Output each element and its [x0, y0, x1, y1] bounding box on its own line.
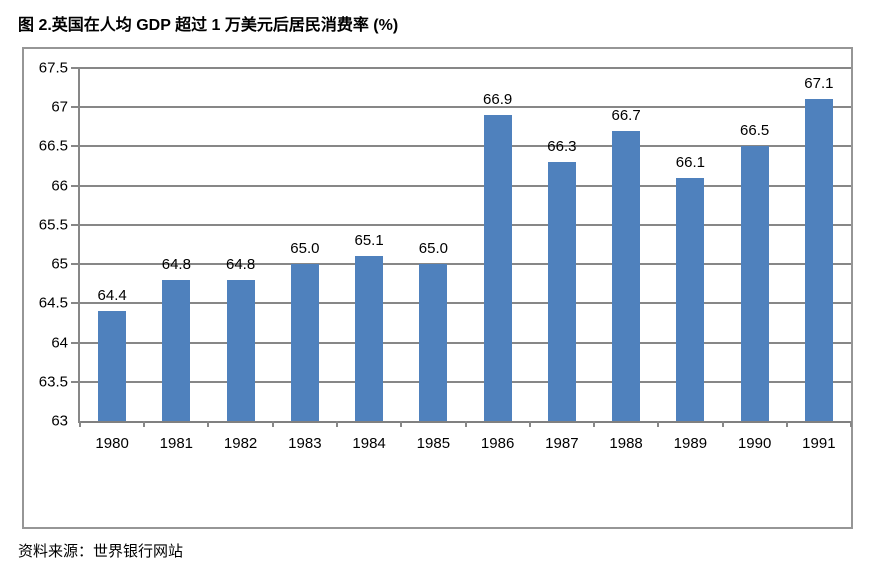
bar-1991 [804, 99, 833, 421]
y-axis-tick-label: 63 [51, 412, 68, 430]
bar-1980 [98, 311, 127, 421]
x-axis-tick-label: 1984 [352, 435, 386, 452]
x-axis-tick-label: 1982 [223, 435, 258, 452]
axis-tick [464, 421, 467, 427]
source-note: 资料来源：世界银行网站 [18, 543, 184, 560]
axis-tick [207, 421, 210, 427]
axis-tick [785, 421, 788, 427]
plot-area: 67.5 67 66.5 66 65.5 65 64.5 64 63.5 63 64.4 1980 64… [39, 61, 852, 452]
gridline [71, 67, 851, 69]
axis-tick [143, 421, 146, 427]
bar-slot: 64.8 1982 [208, 68, 272, 452]
gridline [71, 263, 851, 266]
data-label: 66.1 [675, 153, 705, 171]
data-label: 66.7 [611, 106, 641, 124]
gridline [71, 145, 851, 148]
axis-tick [850, 421, 852, 427]
bar-slot: 66.5 1990 [723, 68, 787, 452]
y-axis-tick-label: 65 [51, 255, 68, 273]
x-axis-tick-label: 1987 [545, 435, 579, 452]
axis-tick [79, 421, 81, 427]
bar-1990 [740, 146, 769, 421]
y-axis-tick-label: 67 [51, 98, 68, 116]
bar-1989 [676, 177, 705, 421]
data-label: 65.0 [290, 240, 320, 258]
y-axis-tick-label: 64.5 [38, 294, 68, 312]
gridline [71, 380, 851, 383]
bar-1982 [226, 279, 255, 421]
bar-1988 [612, 130, 641, 421]
data-label: 64.4 [97, 287, 127, 305]
bar-1986 [483, 115, 512, 421]
y-axis-tick-label: 63.5 [38, 373, 68, 391]
bar-slot: 67.1 1991 [787, 68, 851, 452]
gridline [71, 106, 851, 109]
axis-tick [592, 421, 595, 427]
x-axis-tick-label: 1986 [480, 435, 515, 452]
bar-1981 [162, 279, 191, 421]
bar-slot: 66.1 1989 [658, 68, 722, 452]
x-axis-tick-label: 1991 [802, 435, 836, 452]
x-axis-tick-label: 1985 [416, 435, 451, 452]
bar-slot: 65.0 1985 [401, 68, 465, 452]
axis-tick [721, 421, 724, 427]
gridline [71, 341, 851, 344]
data-label: 66.9 [483, 91, 513, 109]
data-label: 67.1 [804, 75, 834, 93]
bar-slot: 65.0 1983 [273, 68, 337, 452]
y-axis-tick-label: 66 [51, 177, 68, 195]
bar-slot: 66.3 1987 [530, 68, 594, 452]
bar-1984 [355, 256, 384, 421]
chart-frame: 67.5 67 66.5 66 65.5 65 64.5 64 63.5 63 64.4 1980 64… [22, 47, 853, 529]
gridline [71, 302, 851, 305]
bar-slot: 66.9 1986 [466, 68, 530, 452]
x-axis-tick-label: 1980 [95, 435, 129, 452]
y-axis-tick-label: 64 [51, 334, 68, 352]
data-label: 64.8 [161, 255, 191, 273]
axis-tick [528, 421, 531, 427]
y-axis-tick-label: 66.5 [38, 137, 68, 155]
axis-tick [271, 421, 274, 427]
y-axis-tick-label: 67.5 [38, 59, 68, 77]
axis-tick [400, 421, 403, 427]
data-label: 66.5 [740, 122, 770, 140]
x-axis-tick-label: 1990 [737, 435, 772, 452]
chart-title: 图 2.英国在人均 GDP 超过 1 万美元后居民消费率 (%) [18, 17, 399, 34]
bar-1987 [547, 162, 576, 421]
bar-1985 [419, 264, 448, 421]
gridline [71, 223, 851, 226]
x-axis-tick-label: 1989 [673, 435, 708, 452]
bar-slot: 66.7 1988 [594, 68, 658, 452]
x-axis-tick-label: 1983 [288, 435, 322, 452]
x-axis-tick-label: 1988 [609, 435, 643, 452]
data-label: 65.1 [354, 232, 384, 250]
bar-slot: 64.4 1980 [80, 68, 144, 452]
gridline [71, 184, 851, 187]
bar-slot: 64.8 1981 [144, 68, 208, 452]
data-label: 65.0 [418, 240, 448, 258]
data-label: 64.8 [225, 255, 256, 273]
bar-slot: 65.1 1984 [337, 68, 401, 452]
data-label: 66.3 [547, 138, 577, 156]
axis-tick [335, 421, 338, 427]
axis-tick [657, 421, 660, 427]
y-axis-tick-label: 65.5 [38, 216, 68, 234]
x-axis-tick-label: 1981 [159, 435, 194, 452]
bar-1983 [290, 264, 319, 421]
